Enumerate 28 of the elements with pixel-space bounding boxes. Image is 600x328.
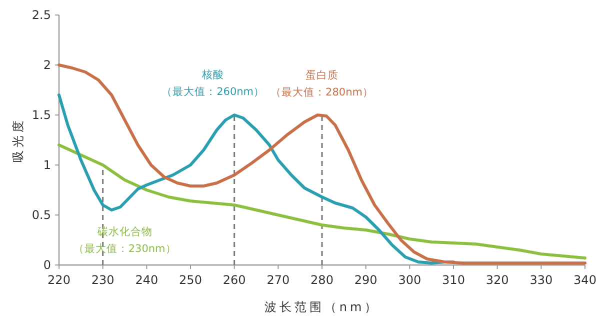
x-tick-label: 280 — [310, 273, 334, 287]
y-tick-label: 1.5 — [32, 108, 51, 122]
x-tick-label: 240 — [135, 273, 158, 287]
y-tick-label: 1 — [43, 158, 51, 172]
annotation: 碳水化合物 — [96, 225, 152, 238]
x-tick-label: 340 — [574, 273, 596, 287]
x-tick-label: 300 — [398, 273, 422, 287]
x-tick-label: 230 — [91, 273, 114, 287]
annotation: 蛋白质 — [306, 68, 338, 82]
x-tick-label: 270 — [266, 273, 290, 287]
x-axis-title: 波长范围（nm） — [264, 300, 380, 314]
annotation: （最大值：230nm） — [73, 242, 176, 255]
annotation: （最大值：260nm） — [162, 85, 265, 98]
y-tick-label: 2 — [43, 58, 51, 72]
x-tick-label: 260 — [222, 273, 246, 287]
x-tick-label: 220 — [48, 273, 70, 287]
x-tick-label: 250 — [179, 273, 202, 287]
x-tick-label: 320 — [486, 273, 509, 287]
y-tick-label: 0 — [43, 258, 51, 272]
annotation: （最大值：280nm） — [270, 86, 374, 98]
y-tick-label: 2.5 — [32, 8, 51, 22]
annotation: 核酸 — [201, 68, 224, 81]
y-axis-title: 吸光度 — [11, 118, 25, 162]
x-tick-label: 310 — [442, 273, 465, 287]
x-tick-label: 330 — [530, 273, 553, 287]
x-tick-label: 290 — [354, 273, 378, 287]
line-series — [58, 144, 586, 260]
y-tick-label: 0.5 — [32, 208, 51, 222]
